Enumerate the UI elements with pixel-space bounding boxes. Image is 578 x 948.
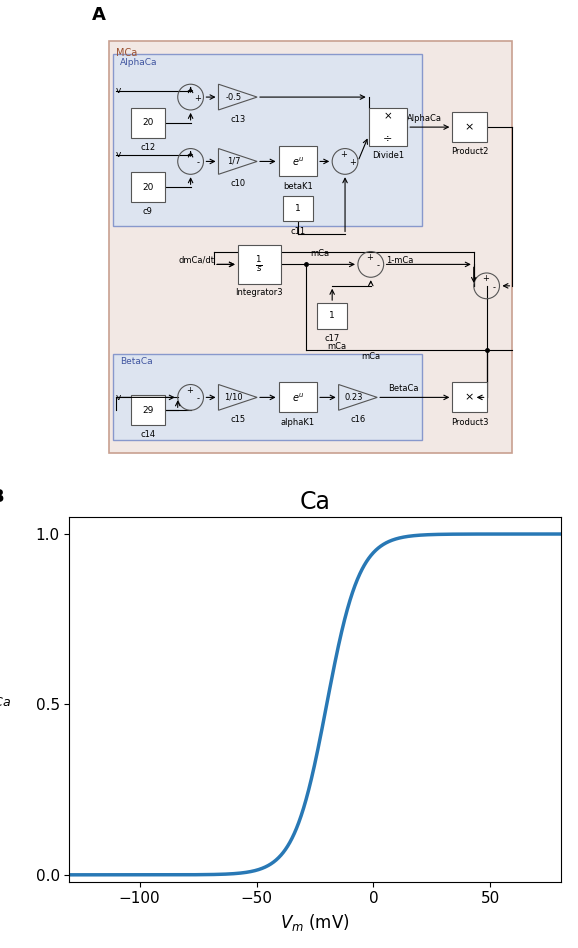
Text: MCa: MCa [116, 47, 137, 58]
Text: BetaCa: BetaCa [120, 356, 153, 366]
Text: +: + [340, 150, 347, 159]
FancyBboxPatch shape [113, 355, 423, 440]
FancyBboxPatch shape [238, 246, 281, 283]
FancyBboxPatch shape [131, 395, 165, 426]
FancyBboxPatch shape [131, 108, 165, 137]
Text: -: - [376, 262, 379, 270]
Text: 29: 29 [142, 406, 153, 415]
Text: +: + [186, 85, 192, 95]
Text: ×: × [465, 392, 474, 402]
Text: 1-mCa: 1-mCa [386, 256, 413, 264]
Title: Ca: Ca [299, 490, 331, 514]
Text: c16: c16 [350, 415, 365, 425]
Text: c14: c14 [140, 430, 155, 440]
Text: 1: 1 [295, 204, 301, 213]
Text: v: v [116, 392, 121, 402]
Text: -: - [196, 394, 199, 403]
Text: BetaCa: BetaCa [388, 384, 418, 393]
Text: alphaK1: alphaK1 [281, 417, 315, 427]
Text: v: v [116, 151, 121, 159]
Text: Product2: Product2 [451, 147, 488, 156]
Text: Product3: Product3 [451, 417, 488, 427]
Text: c11: c11 [290, 227, 305, 236]
Text: 20: 20 [142, 183, 153, 191]
FancyBboxPatch shape [279, 146, 317, 176]
Text: 20: 20 [142, 118, 153, 127]
Text: +: + [186, 386, 192, 394]
Text: Divide1: Divide1 [372, 151, 404, 159]
FancyBboxPatch shape [279, 382, 317, 412]
Text: B: B [0, 488, 5, 506]
Text: 1/10: 1/10 [224, 392, 243, 402]
Text: c13: c13 [230, 115, 246, 124]
Text: v: v [116, 86, 121, 95]
Text: ×: × [465, 122, 474, 132]
Text: c10: c10 [230, 179, 245, 189]
Text: c9: c9 [143, 208, 153, 216]
Text: -0.5: -0.5 [225, 93, 242, 101]
Text: Integrator3: Integrator3 [235, 288, 283, 297]
Text: AlphaCa: AlphaCa [120, 59, 157, 67]
Text: 1/7: 1/7 [227, 157, 240, 166]
FancyBboxPatch shape [453, 382, 487, 412]
Text: c17: c17 [324, 334, 340, 343]
X-axis label: $V_m$ (mV): $V_m$ (mV) [280, 912, 350, 933]
Text: AlphaCa: AlphaCa [407, 114, 442, 123]
Text: ×: × [384, 111, 392, 121]
Text: +: + [186, 150, 192, 159]
FancyBboxPatch shape [131, 173, 165, 202]
Text: c15: c15 [230, 415, 245, 425]
Text: +: + [366, 253, 373, 262]
Text: betaK1: betaK1 [283, 182, 313, 191]
FancyBboxPatch shape [317, 303, 347, 329]
Text: -: - [196, 158, 199, 167]
FancyBboxPatch shape [109, 42, 512, 453]
Text: mCa: mCa [311, 249, 330, 258]
FancyBboxPatch shape [113, 54, 423, 226]
Text: ÷: ÷ [383, 133, 392, 143]
Text: A: A [92, 6, 106, 24]
Text: c12: c12 [140, 143, 155, 152]
Text: 0.23: 0.23 [344, 392, 363, 402]
Text: +: + [482, 274, 489, 283]
Text: $\frac{1}{s}$: $\frac{1}{s}$ [255, 254, 263, 275]
Text: mCa: mCa [327, 341, 346, 351]
Text: +: + [194, 94, 201, 103]
Text: 1: 1 [329, 311, 335, 320]
Text: $e^u$: $e^u$ [292, 392, 304, 404]
Text: -: - [492, 283, 495, 292]
FancyBboxPatch shape [453, 112, 487, 142]
Text: dmCa/dt: dmCa/dt [178, 256, 214, 264]
Text: +: + [349, 158, 355, 167]
Y-axis label: $m_{Ca}$: $m_{Ca}$ [0, 690, 12, 708]
FancyBboxPatch shape [369, 108, 407, 146]
FancyBboxPatch shape [283, 195, 313, 222]
Text: $e^u$: $e^u$ [292, 155, 304, 168]
Text: mCa: mCa [361, 353, 380, 361]
